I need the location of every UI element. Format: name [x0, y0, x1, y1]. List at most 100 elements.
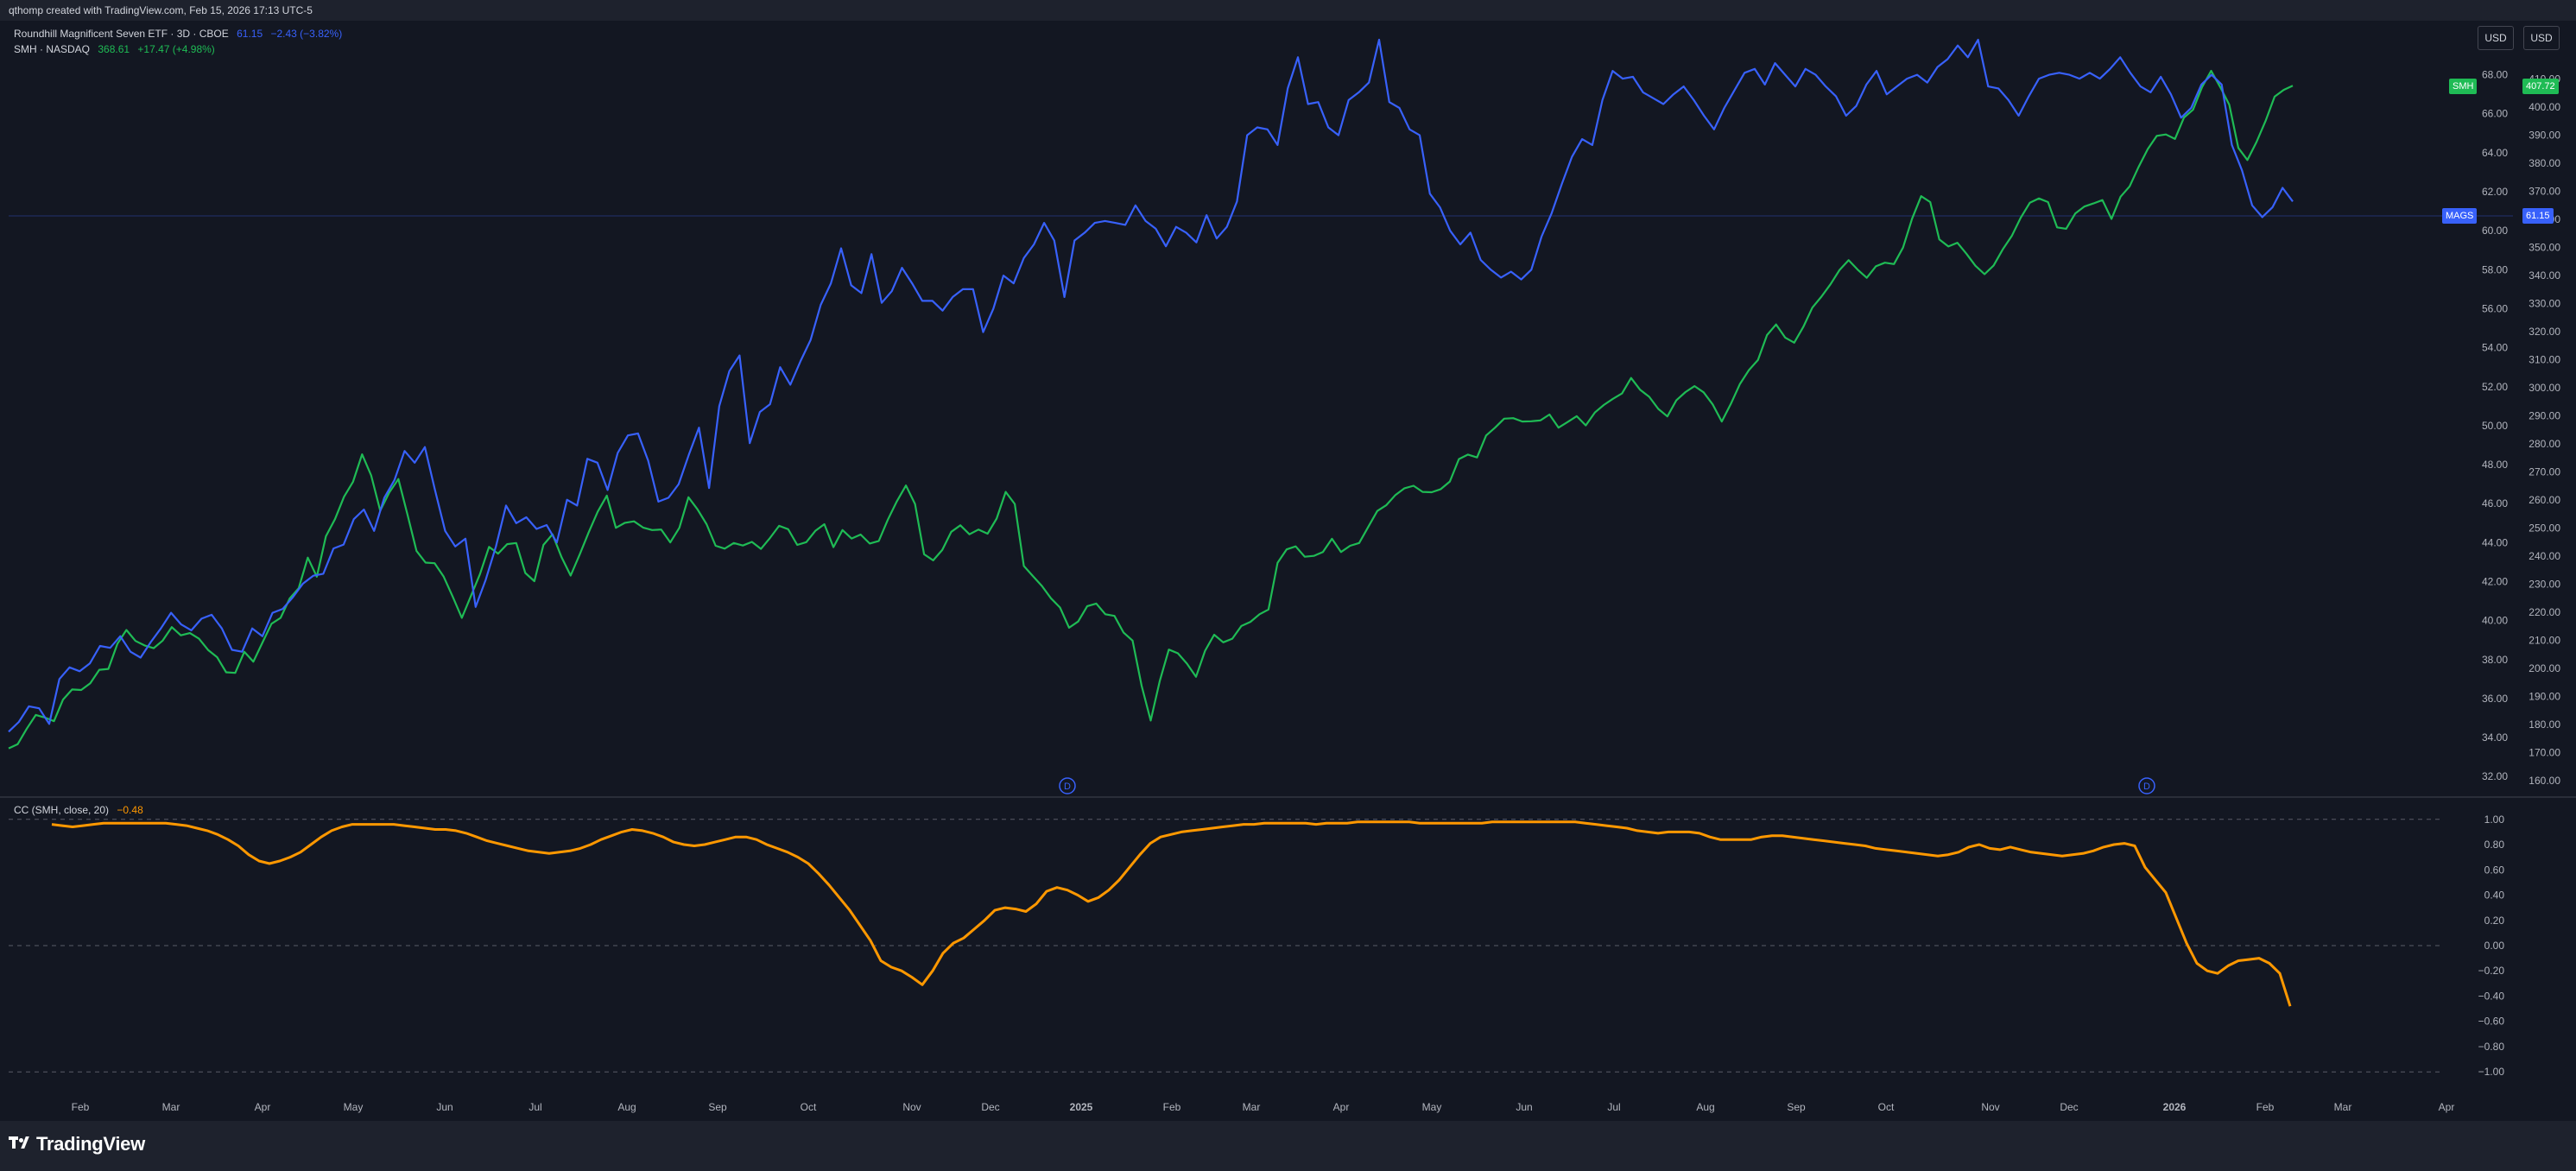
dividend-marker: D — [1059, 777, 1076, 794]
mags-label-tag: MAGS — [2442, 208, 2478, 224]
smh-axis-tick: 170.00 — [2529, 746, 2560, 758]
cc-axis: 1.00 0.80 0.60 0.40 0.20 0.00 −0.20 −0.40 −0.60 −… — [2478, 813, 2505, 1078]
cc-axis-tick: −0.80 — [2478, 1041, 2505, 1053]
time-axis-tick: Aug — [1696, 1101, 1714, 1113]
smh-axis-tick: 300.00 — [2529, 382, 2560, 394]
cc-axis-tick: −0.60 — [2478, 1016, 2505, 1028]
time-axis-tick: Mar — [162, 1101, 180, 1113]
time-axis-tick: Nov — [902, 1101, 921, 1113]
smh-axis-tick: 380.00 — [2529, 157, 2560, 169]
smh-series-line[interactable] — [8, 69, 2294, 750]
legend-cc-value: −0.48 — [117, 804, 143, 816]
smh-label-tag: SMH — [2449, 79, 2478, 94]
mags-axis-tick: 46.00 — [2482, 497, 2508, 510]
smh-axis-tick: 370.00 — [2529, 186, 2560, 198]
mags-price-axis: 68.00 66.00 64.00 62.00 60.00 58.00 56.00 54.00… — [2482, 69, 2508, 783]
smh-axis-tick: 350.00 — [2529, 242, 2560, 254]
time-axis-tick: Apr — [1333, 1101, 1350, 1113]
time-axis-tick: Jul — [1607, 1101, 1620, 1113]
time-axis-tick: Aug — [617, 1101, 636, 1113]
mags-axis-tick: 54.00 — [2482, 342, 2508, 354]
time-axis-tick: Sep — [708, 1101, 727, 1113]
mags-axis-tick: 62.00 — [2482, 186, 2508, 198]
mags-axis-tick: 40.00 — [2482, 615, 2508, 627]
time-axis-tick: Feb — [2256, 1101, 2275, 1113]
mags-axis-tick: 60.00 — [2482, 225, 2508, 237]
cc-axis-tick: −0.20 — [2478, 965, 2505, 977]
time-axis-tick: Feb — [72, 1101, 90, 1113]
dividend-marker-label: D — [1064, 782, 1071, 792]
time-axis-tick: 2026 — [2163, 1101, 2187, 1113]
mags-axis-tick: 36.00 — [2482, 693, 2508, 705]
time-axis-tick: Mar — [1243, 1101, 1261, 1113]
time-axis-tick: Oct — [801, 1101, 817, 1113]
mags-series-line[interactable] — [8, 38, 2294, 733]
chart-canvas[interactable]: 68.00 66.00 64.00 62.00 60.00 58.00 56.00 54.00… — [0, 0, 2576, 1121]
cc-axis-tick: 0.60 — [2484, 864, 2505, 876]
time-axis-tick: Nov — [1981, 1101, 1999, 1113]
smh-price-tag: 407.72 — [2522, 79, 2559, 94]
mags-axis-tick: 42.00 — [2482, 575, 2508, 587]
bottom-bar — [0, 1121, 2576, 1171]
mags-axis-tick: 56.00 — [2482, 302, 2508, 314]
smh-axis-tick: 260.00 — [2529, 494, 2560, 506]
smh-axis-tick: 270.00 — [2529, 466, 2560, 478]
time-axis-tick: Jun — [1516, 1101, 1532, 1113]
smh-axis-tick: 220.00 — [2529, 606, 2560, 618]
legend-mags-name: Roundhill Magnificent Seven ETF · 3D · C… — [14, 28, 229, 40]
time-axis-tick: Mar — [2334, 1101, 2352, 1113]
mags-price-tag: 61.15 — [2522, 208, 2554, 224]
mags-axis-tick: 68.00 — [2482, 69, 2508, 81]
tradingview-logo-icon — [9, 1136, 31, 1152]
mags-axis-tick: 50.00 — [2482, 420, 2508, 432]
legend-smh[interactable]: SMH · NASDAQ 368.61 +17.47 (+4.98%) — [14, 43, 220, 55]
mags-axis-tick: 48.00 — [2482, 459, 2508, 471]
smh-axis-tick: 330.00 — [2529, 298, 2560, 310]
time-axis-tick: Oct — [1878, 1101, 1895, 1113]
time-axis-tick: Apr — [255, 1101, 271, 1113]
smh-axis-tick: 400.00 — [2529, 101, 2560, 113]
time-axis-tick: Apr — [2439, 1101, 2455, 1113]
pane-divider[interactable] — [0, 796, 2576, 798]
time-axis-tick: Dec — [2060, 1101, 2078, 1113]
tradingview-logo-text: TradingView — [36, 1133, 145, 1155]
mags-axis-tick: 44.00 — [2482, 536, 2508, 548]
smh-axis-tick: 290.00 — [2529, 410, 2560, 422]
mags-axis-tick: 64.00 — [2482, 147, 2508, 159]
smh-axis-tick: 190.00 — [2529, 690, 2560, 702]
legend-smh-change: +17.47 (+4.98%) — [137, 43, 215, 55]
legend-cc-name: CC (SMH, close, 20) — [14, 804, 110, 816]
currency-button-right[interactable]: USD — [2523, 26, 2560, 50]
time-axis-tick: Jul — [528, 1101, 541, 1113]
smh-axis-tick: 310.00 — [2529, 354, 2560, 366]
cc-axis-tick: 1.00 — [2484, 813, 2505, 826]
tradingview-logo[interactable]: TradingView — [9, 1133, 145, 1155]
cc-series-line[interactable] — [51, 820, 2292, 1007]
cc-axis-tick: 0.80 — [2484, 839, 2505, 851]
mags-axis-tick: 52.00 — [2482, 381, 2508, 393]
dividend-marker: D — [2138, 777, 2155, 794]
currency-button-left[interactable]: USD — [2478, 26, 2514, 50]
chart-credit: qthomp created with TradingView.com, Feb… — [9, 4, 313, 16]
cc-axis-tick: 0.00 — [2484, 940, 2505, 952]
top-bar: qthomp created with TradingView.com, Feb… — [0, 0, 2576, 21]
smh-axis-tick: 210.00 — [2529, 635, 2560, 647]
cc-axis-tick: 0.20 — [2484, 915, 2505, 927]
smh-axis-tick: 390.00 — [2529, 130, 2560, 142]
cc-axis-tick: −1.00 — [2478, 1066, 2505, 1078]
mags-axis-tick: 66.00 — [2482, 108, 2508, 120]
legend-cc[interactable]: CC (SMH, close, 20) −0.48 — [14, 804, 149, 816]
legend-mags-last: 61.15 — [237, 28, 263, 40]
smh-axis-tick: 230.00 — [2529, 579, 2560, 591]
time-axis: Feb Mar Apr May Jun Jul Aug Sep Oct Nov Dec 2025 Feb… — [72, 1101, 2455, 1113]
legend-smh-name: SMH · NASDAQ — [14, 43, 91, 55]
time-axis-tick: Feb — [1163, 1101, 1181, 1113]
legend-mags[interactable]: Roundhill Magnificent Seven ETF · 3D · C… — [14, 28, 347, 40]
smh-axis-tick: 280.00 — [2529, 438, 2560, 450]
mags-axis-tick: 32.00 — [2482, 770, 2508, 782]
time-axis-tick: May — [344, 1101, 364, 1113]
dividend-marker-label: D — [2143, 782, 2150, 792]
smh-axis-tick: 180.00 — [2529, 718, 2560, 731]
legend-mags-change: −2.43 (−3.82%) — [270, 28, 343, 40]
